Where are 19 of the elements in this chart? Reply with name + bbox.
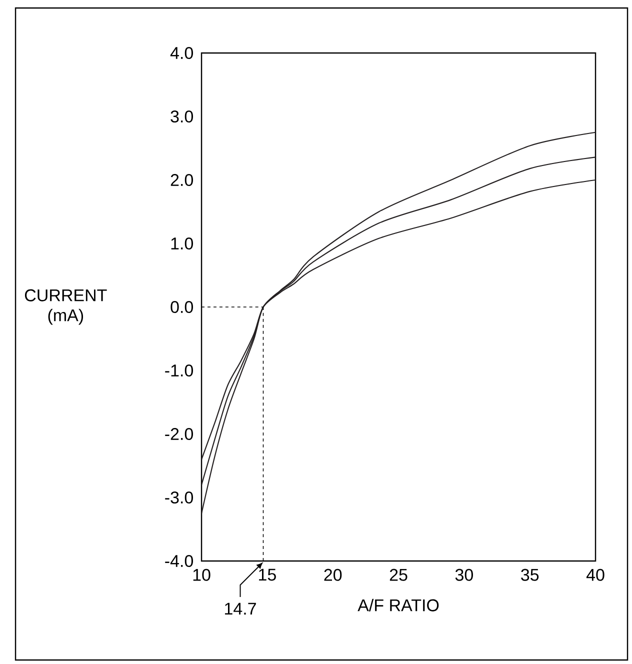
x-tick-label: 10	[194, 568, 211, 581]
y-tick-label: -1.0	[165, 364, 194, 377]
y-tick-label: 4.0	[170, 46, 194, 60]
y-tick-label: 2.0	[171, 174, 194, 186]
x-tick-label: 25	[390, 568, 408, 581]
y-axis-title: CURRENT (mA)	[25, 289, 108, 325]
x-tick-label: 20	[324, 568, 342, 581]
x-tick-label: 40	[586, 568, 605, 581]
x-tick-label: 15	[259, 568, 276, 581]
annotation: 14.7	[225, 602, 256, 615]
x-tick-label: 35	[521, 568, 539, 581]
y-tick-label: -4.0	[165, 554, 194, 568]
x-tick-label: 30	[456, 568, 474, 581]
y-tick-label: 3.0	[170, 110, 194, 123]
y-tick-label: 0.0	[170, 300, 194, 314]
y-tick-label: -3.0	[165, 491, 194, 504]
y-tick-label: 1.0	[172, 237, 194, 250]
y-tick-label: -2.0	[165, 428, 194, 440]
x-axis-title: A/F RATIO	[358, 598, 439, 612]
